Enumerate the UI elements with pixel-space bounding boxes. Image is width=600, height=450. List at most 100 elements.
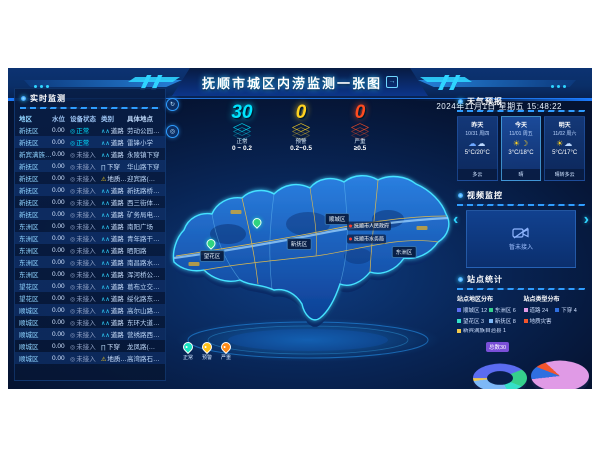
monitor-table-body: 新抚区0.00◎正常∧∧道路劳动公园(数学…新抚区0.00◎正常∧∧道路雷锋小学… xyxy=(15,124,165,364)
table-row[interactable]: 新抚区 0.00 ◎未接入 ∧∧道路西三街体育大厅 xyxy=(15,196,165,208)
table-row[interactable]: 东洲区 0.00 ◎未接入 ∧∧道路浑河桥公交停车站 xyxy=(15,268,165,280)
legend-swatch xyxy=(555,308,560,312)
table-row[interactable]: 东洲区 0.00 ◎未接入 ∧∧道路 南阳广场 xyxy=(15,220,165,232)
map-pin-icon[interactable] xyxy=(250,216,264,229)
table-row[interactable]: 新抚区 0.00 ◎未接入 ⚠地质灾害迎宾路(将军桥… xyxy=(15,172,165,184)
cell-status: ◎未接入 xyxy=(70,296,96,303)
legend-pin-icon xyxy=(218,339,234,355)
legend-swatch xyxy=(457,308,461,312)
title-slashes-right xyxy=(434,75,464,90)
status-icon: ◎ xyxy=(70,177,76,183)
table-row[interactable]: 新抚区 0.00 ◎未接入 ∧∧道路新抚路桥下穿 xyxy=(15,184,165,196)
map-labels-layer: 顺城区 新抚区 望花区 东洲区 抚顺市人民政府 抚顺市水务局 xyxy=(158,164,458,364)
layers-icon xyxy=(220,121,264,140)
poi-dot-icon xyxy=(349,224,352,228)
table-row[interactable]: 东洲区 0.00 ◎未接入 ∧∧道路南昌路水泥厂桥下 xyxy=(15,256,165,268)
legend-text: 新宾满族自治县 1 xyxy=(463,328,507,334)
cell-category: ∧∧道路 xyxy=(101,284,124,291)
cell-location: 高湾路石门栈道 xyxy=(127,356,161,363)
road-icon: ∧∧ xyxy=(101,321,110,327)
region-donut-chart[interactable]: 总数30 xyxy=(472,341,528,389)
status-icon: ◎ xyxy=(70,153,76,159)
weather-day: 昨天 xyxy=(471,123,484,129)
status-icon: ◎ xyxy=(70,225,76,231)
table-row[interactable]: 东洲区 0.00 ◎未接入 ∧∧道路青年路干部住宅 xyxy=(15,232,165,244)
weather-day: 今天 xyxy=(515,123,528,129)
region-distribution-group: 站点地区分布 顺城区 12 东洲区 6 望花区 3 新抚区 8 新宾满族自治县 1 xyxy=(457,294,519,335)
cell-water-level: 0.00 xyxy=(52,342,65,350)
cell-district: 望花区 xyxy=(19,284,39,291)
district-label: 东洲区 xyxy=(391,246,417,258)
legend-item[interactable]: 东洲区 6 xyxy=(488,306,519,314)
weather-desc: 晴 xyxy=(501,169,541,180)
page-title: 抚顺市城区内涝监测一张图 xyxy=(201,75,382,91)
legend-item[interactable]: 地质灾害 2 xyxy=(523,317,553,325)
video-placeholder: 暂未接入 xyxy=(466,210,576,268)
status-icon: ◎ xyxy=(70,141,76,147)
cell-district: 新宾满族自治县 xyxy=(19,152,52,159)
legend-swatch xyxy=(523,319,528,323)
cell-status: ◎未接入 xyxy=(70,320,96,327)
cell-water-level: 0.00 xyxy=(52,150,65,158)
legend-item[interactable]: 新宾满族自治县 1 xyxy=(457,328,519,335)
status-icon: ◎ xyxy=(70,297,76,303)
stat-card: 0 严重 ≥0.5 xyxy=(338,103,382,152)
cell-district: 顺城区 xyxy=(19,308,39,315)
city-map[interactable]: 顺城区 新抚区 望花区 东洲区 抚顺市人民政府 抚顺市水务局 xyxy=(158,164,458,364)
legend-item[interactable]: 顺城区 12 xyxy=(457,306,487,314)
cell-status: ◎未接入 xyxy=(70,284,96,291)
cell-water-level: 0.00 xyxy=(52,138,65,146)
type-distribution-group: 站点类型分布 道路 24 下穿 4 地质灾害 2 xyxy=(523,294,586,335)
cell-district: 顺城区 xyxy=(19,344,39,351)
legend-pin-icon xyxy=(199,339,215,355)
table-row[interactable]: 顺城区 0.00 ◎未接入 ∧∧道路高尔山路与路口… xyxy=(15,304,165,316)
cell-status: ◎未接入 xyxy=(70,212,96,219)
status-icon: ◎ xyxy=(70,309,76,315)
road-icon: ∧∧ xyxy=(101,297,110,303)
cell-category: ∏下穿 xyxy=(101,344,120,351)
table-row[interactable]: 新抚区 0.00 ◎正常 ∧∧道路劳动公园(数学… xyxy=(15,124,165,136)
table-row[interactable]: 新抚区 0.00 ◎未接入 ∧∧道路矿务局电业局下… xyxy=(15,208,165,220)
type-pie-chart[interactable] xyxy=(530,347,590,389)
col-water-level: 水位 xyxy=(52,115,65,123)
table-row[interactable]: 顺城区 0.00 ◎未接入 ∧∧道路营绣路西侧下穿 xyxy=(15,328,165,340)
status-icon: ◎ xyxy=(70,129,76,135)
panel-title-text: 站点统计 xyxy=(467,275,503,284)
weather-date: 11/02 周六 xyxy=(552,131,577,137)
legend-text: 东洲区 6 xyxy=(494,308,516,314)
map-pin-icon[interactable] xyxy=(204,237,217,250)
waterlogging-stats: 30 正常 0 ~ 0.2 0 预警 0.2~0.5 0 严重 ≥0.5 xyxy=(220,103,382,152)
map-legend-item: 预警 xyxy=(199,339,215,361)
layers-icon xyxy=(279,121,323,140)
donut-hole xyxy=(487,370,513,385)
cell-status: ◎未接入 xyxy=(70,356,96,363)
table-row[interactable]: 望花区 0.00 ◎未接入 ∧∧道路绥化路东方上城 xyxy=(15,292,165,304)
cell-location: 葛布立交桥下 xyxy=(127,284,161,291)
legend-item[interactable]: 望花区 3 xyxy=(457,317,487,325)
col-category: 类别 xyxy=(101,115,114,123)
cell-district: 顺城区 xyxy=(19,356,39,363)
cell-category: ∧∧道路 xyxy=(101,224,124,231)
table-row[interactable]: 望花区 0.00 ◎未接入 ∧∧道路葛布立交桥下 xyxy=(15,280,165,292)
status-icon: ◎ xyxy=(70,189,76,195)
table-row[interactable]: 顺城区 0.00 ◎未接入 ∧∧道路东环大道与青年路 xyxy=(15,316,165,328)
header-dots-left xyxy=(34,85,49,88)
legend-item[interactable]: 道路 24 xyxy=(523,306,554,314)
map-tool-locate-button[interactable]: ◎ xyxy=(166,125,179,138)
cell-category: ∧∧道路 xyxy=(101,236,124,243)
video-prev-button[interactable]: ‹ xyxy=(453,211,459,228)
table-row[interactable]: 新抚区 0.00 ◎未接入 ∏下穿 华山路下穿 xyxy=(15,160,165,172)
stat-range: 0.2~0.5 xyxy=(290,145,312,152)
legend-item[interactable]: 新抚区 8 xyxy=(488,317,519,325)
stat-label: 严重 xyxy=(354,139,366,145)
map-tool-refresh-button[interactable]: ↻ xyxy=(166,98,179,111)
legend-item[interactable]: 下穿 4 xyxy=(555,306,585,314)
table-row[interactable]: 新抚区 0.00 ◎正常 ∧∧道路 雷锋小学 xyxy=(15,136,165,148)
table-row[interactable]: 顺城区 0.00 ◎未接入 ∏下穿龙凤路(样园小… xyxy=(15,340,165,352)
table-row[interactable]: 顺城区 0.00 ◎未接入 ⚠地质灾害高湾路石门栈道 xyxy=(15,352,165,364)
table-row[interactable]: 东洲区 0.00 ◎未接入 ∧∧道路 晒阳路 xyxy=(15,244,165,256)
title-link-icon[interactable]: → xyxy=(386,76,398,88)
weather-date: 10/31 周四 xyxy=(465,131,490,137)
video-next-button[interactable]: › xyxy=(583,211,589,228)
